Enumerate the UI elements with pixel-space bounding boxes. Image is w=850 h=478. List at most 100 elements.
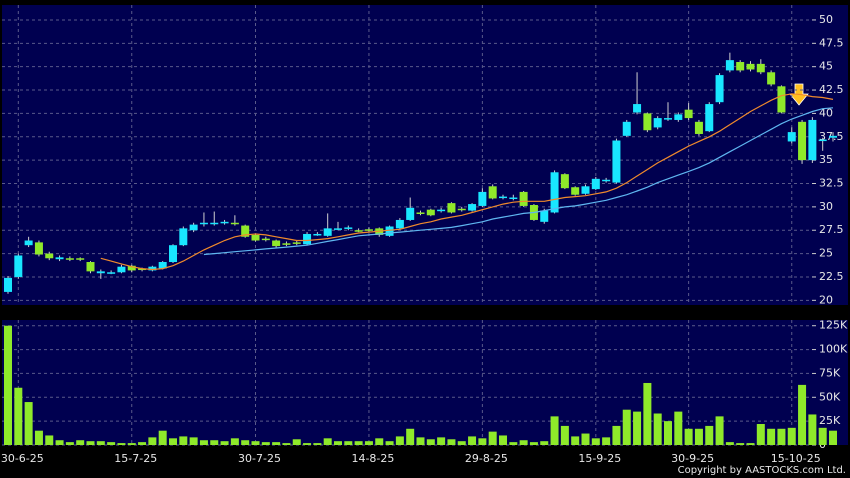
y-tick-label: 75K [819, 366, 841, 379]
volume-bar [45, 435, 54, 445]
candle-body [705, 104, 714, 132]
y-tick-label: 42.5 [819, 83, 844, 96]
candle-body [550, 172, 559, 213]
y-tick-label: 50K [819, 390, 841, 403]
volume-bar [292, 439, 301, 445]
volume-bar [24, 402, 33, 445]
volume-bar [364, 441, 373, 445]
volume-bar [808, 414, 817, 445]
x-tick-label: 30-6-25 [1, 452, 44, 465]
y-tick-label: 35 [819, 153, 833, 166]
y-tick-label: 100K [819, 343, 848, 356]
volume-bar [540, 441, 549, 445]
volume-bar [777, 428, 786, 445]
x-tick-label: 15-10-25 [771, 452, 821, 465]
candle-body [148, 266, 157, 271]
candle-body [633, 104, 642, 113]
volume-bar [798, 384, 807, 445]
volume-bar [230, 438, 239, 445]
volume-bar [447, 439, 456, 445]
volume-bar [664, 421, 672, 445]
volume-bar [715, 416, 724, 445]
candle-body [395, 219, 404, 229]
volume-bar [571, 436, 580, 445]
candle-body [34, 242, 43, 255]
volume-bar [767, 428, 776, 445]
x-tick-label: 30-9-25 [671, 452, 714, 465]
volume-bar [313, 443, 322, 445]
candle-body [210, 222, 219, 225]
candle-body [468, 204, 477, 211]
candle-body [581, 186, 590, 194]
volume-bar [550, 416, 559, 445]
volume-bar [323, 438, 332, 445]
candle-body [447, 203, 456, 213]
candle-body [107, 272, 116, 274]
volume-bar [354, 441, 363, 445]
y-tick-label: 25 [819, 247, 833, 260]
volume-bar [478, 438, 487, 445]
volume-bar [653, 413, 662, 445]
copyright: Copyright by AASTOCKS.com Ltd. [678, 465, 846, 476]
volume-bar [509, 442, 518, 445]
volume-bar [674, 411, 683, 445]
candle-body [323, 228, 332, 236]
volume-bar [468, 436, 477, 445]
volume-bar [581, 433, 590, 445]
candle-body [808, 119, 817, 161]
candle-body [664, 118, 672, 120]
volume-bar [488, 431, 497, 445]
candle-body [571, 187, 580, 195]
volume-bar [787, 427, 796, 445]
volume-bar [55, 440, 64, 445]
candle-body [117, 266, 126, 273]
y-tick-label: 125K [819, 319, 848, 332]
volume-bar [334, 441, 342, 445]
x-tick-label: 15-7-25 [114, 452, 157, 465]
candle-body [364, 229, 373, 231]
candle-body [199, 222, 208, 225]
volume-bar [519, 440, 528, 445]
volume-bar [818, 427, 827, 445]
x-tick-label: 30-7-25 [238, 452, 281, 465]
candle-body [169, 245, 177, 263]
candle-body [787, 132, 796, 142]
x-tick-label: 14-8-25 [351, 452, 394, 465]
volume-bar [282, 443, 291, 445]
volume-bar [272, 442, 281, 445]
price-panel [2, 5, 848, 305]
candle-body [282, 243, 291, 245]
candle-body [622, 121, 631, 136]
x-tick-label: 15-9-25 [578, 452, 621, 465]
volume-bar [148, 437, 157, 445]
candle-body [818, 139, 827, 142]
volume-bar [96, 441, 105, 445]
y-tick-label: 20 [819, 293, 833, 306]
volume-bar [725, 442, 734, 445]
y-tick-label: 25K [819, 414, 841, 427]
y-tick-label: 40 [819, 106, 833, 119]
candle-body [777, 86, 786, 113]
candle-body [303, 233, 312, 245]
volume-bar [560, 425, 569, 445]
candle-body [653, 118, 662, 128]
moving-average-line [203, 107, 834, 256]
volume-bar [261, 442, 270, 445]
candle-body [560, 174, 569, 189]
candle-body [602, 179, 611, 182]
y-tick-label: 27.5 [819, 223, 844, 236]
volume-bar [303, 443, 312, 445]
volume-bar [602, 437, 611, 445]
candle-body [230, 222, 239, 225]
y-tick-label: 22.5 [819, 270, 844, 283]
volume-bar [107, 442, 116, 445]
candle-body [725, 60, 734, 71]
volume-bar [385, 441, 394, 445]
x-tick-label: 29-8-25 [465, 452, 508, 465]
candle-body [591, 178, 600, 190]
candle-body [189, 224, 198, 231]
candle-body [478, 191, 487, 206]
volume-bar [86, 441, 95, 445]
candle-body [406, 207, 415, 220]
